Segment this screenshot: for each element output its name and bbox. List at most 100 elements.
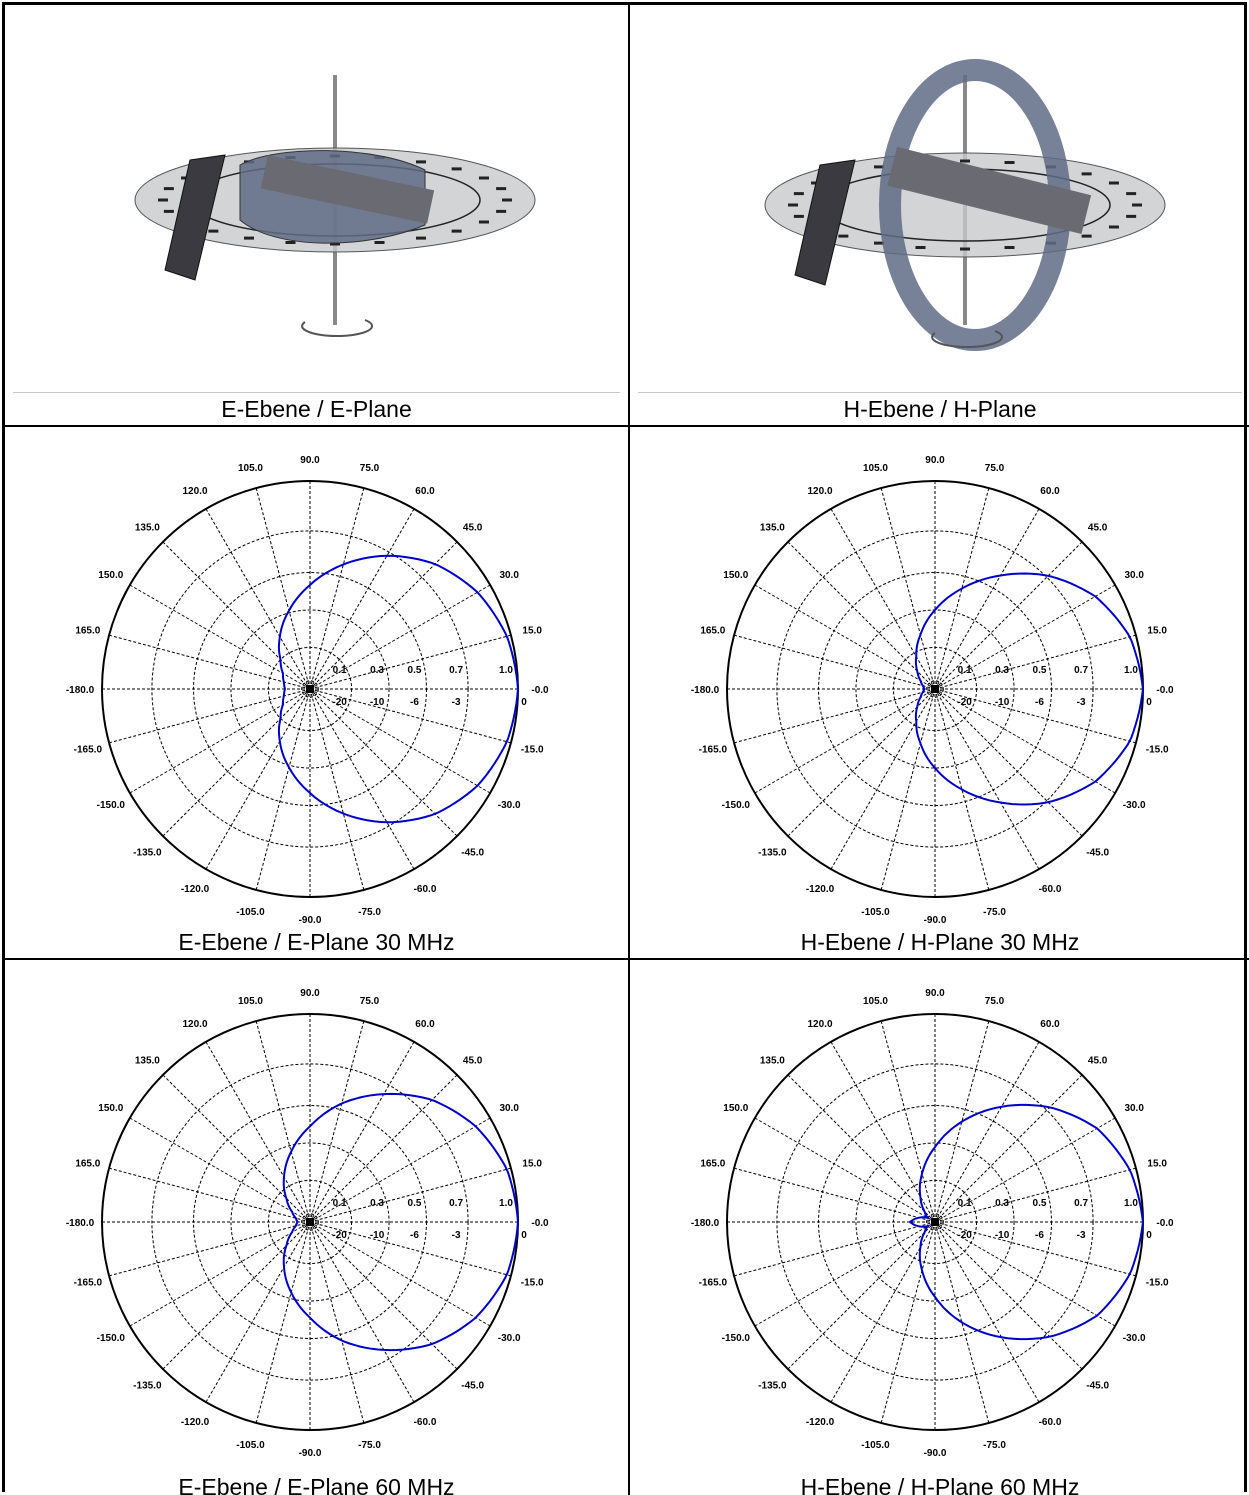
grid-spoke (129, 1221, 311, 1327)
antenna-body-icon (260, 155, 435, 224)
amplitude-label: 0.5 (1033, 1198, 1047, 1209)
angle-label: 135.0 (135, 1055, 160, 1066)
grid-ring (230, 609, 390, 769)
grid-spoke (934, 1221, 1083, 1370)
polar-grid (726, 1013, 1144, 1431)
amplitude-label: 0.5 (1033, 665, 1047, 676)
angle-label: -120.0 (806, 1417, 835, 1428)
angle-label: -90.0 (299, 915, 322, 926)
scale-mark (244, 236, 254, 240)
polar-grid (101, 1013, 519, 1431)
angle-label: 165.0 (75, 625, 100, 636)
angle-label: -150.0 (97, 1333, 126, 1344)
angle-label: -0.0 (531, 685, 549, 696)
angle-label: -45.0 (1086, 1381, 1109, 1392)
amplitude-label: 0.5 (408, 665, 422, 676)
angle-label: 165.0 (700, 1158, 725, 1169)
angle-label: 135.0 (760, 1055, 785, 1066)
scale-mark (915, 246, 926, 250)
grid-spoke (787, 541, 936, 690)
db-label: -3 (1077, 1230, 1086, 1241)
scale-mark (416, 160, 426, 164)
grid-spoke (309, 688, 415, 870)
center-marker (306, 1218, 314, 1226)
grid-spoke (830, 688, 936, 870)
angle-label: 120.0 (182, 486, 207, 497)
grid-ring (151, 1063, 469, 1381)
angle-label: -165.0 (699, 1278, 728, 1289)
polar-grid (726, 480, 1144, 898)
angle-label: 30.0 (499, 1103, 519, 1114)
db-label: 0 (1146, 1230, 1152, 1241)
angle-label: 45.0 (463, 1055, 483, 1066)
panel-caption: E-Ebene / E-Plane (221, 396, 412, 422)
grid-spoke (205, 508, 311, 690)
grid-spoke (787, 688, 936, 837)
angle-label: -120.0 (181, 1417, 210, 1428)
angle-label: -90.0 (924, 1448, 947, 1459)
angle-label: 60.0 (1040, 1019, 1060, 1030)
db-label: -20 (957, 697, 972, 708)
antenna-body-icon (887, 146, 1092, 235)
grid-spoke (733, 688, 936, 744)
grid-spoke (934, 508, 1040, 690)
angle-label: 60.0 (415, 486, 435, 497)
grid-spoke (880, 1020, 936, 1223)
angle-label: -135.0 (758, 1381, 787, 1392)
angle-label: -15.0 (521, 745, 544, 756)
scale-mark (1081, 234, 1092, 238)
angle-label: -180.0 (691, 1218, 720, 1229)
scale-mark (158, 198, 168, 202)
db-label: -3 (452, 1230, 461, 1241)
angle-label: 15.0 (522, 625, 542, 636)
db-label: -10 (995, 1230, 1010, 1241)
scale-mark (960, 247, 970, 251)
grid-spoke (787, 1221, 936, 1370)
scale-mark (478, 176, 489, 180)
angle-label: -45.0 (461, 1381, 484, 1392)
grid-spoke (205, 1041, 311, 1223)
pattern-curve (277, 554, 520, 824)
angle-label: 150.0 (723, 570, 748, 581)
grid-spoke (108, 1221, 311, 1277)
polar-chart-h-plane-60mhz: 90.0 75.0 60.0 45.0 30.0 15.0 -0.0 -15.0 -30.0 -4… (691, 988, 1174, 1459)
angle-label: -75.0 (358, 907, 381, 918)
angle-label: 15.0 (1147, 625, 1167, 636)
angle-label: 105.0 (863, 463, 888, 474)
angle-label: 90.0 (300, 455, 320, 466)
angle-label: -90.0 (299, 1448, 322, 1459)
angle-label: -105.0 (236, 1440, 265, 1451)
grid-spoke (934, 1041, 1040, 1223)
db-label: 0 (521, 697, 527, 708)
grid-spoke (934, 688, 1083, 837)
grid-ring (855, 1142, 1015, 1302)
grid-spoke (754, 584, 936, 690)
angle-label: -150.0 (722, 1333, 751, 1344)
amplitude-label: 0.3 (370, 1198, 384, 1209)
grid-spoke (108, 1167, 311, 1223)
grid-ring (776, 530, 1094, 848)
polar-chart-h-plane-30mhz: 90.0 75.0 60.0 45.0 30.0 15.0 -0.0 -15.0 -30.0 -4… (691, 455, 1174, 926)
angle-label: -165.0 (699, 745, 728, 756)
grid-spoke (309, 1221, 365, 1424)
angle-label: -30.0 (498, 1333, 521, 1344)
scale-mark (1132, 203, 1142, 207)
grid-spoke (309, 1020, 365, 1223)
grid-ring (230, 1142, 390, 1302)
amplitude-label: 0.7 (1074, 1198, 1088, 1209)
panel-caption: E-Ebene / E-Plane 60 MHz (178, 1474, 455, 1495)
angle-label: -0.0 (1156, 685, 1174, 696)
grid-spoke (733, 1167, 936, 1223)
scale-mark (163, 187, 174, 191)
angle-label: -105.0 (861, 1440, 890, 1451)
handle-icon (164, 154, 226, 281)
angle-label: -15.0 (1146, 745, 1169, 756)
angle-label: -150.0 (97, 800, 126, 811)
angle-label: 150.0 (98, 1103, 123, 1114)
db-label: -20 (332, 697, 347, 708)
grid-spoke (754, 688, 936, 794)
h-plane-antenna-illustration (764, 59, 1166, 351)
scale-mark (788, 203, 798, 207)
amplitude-label: 1.0 (499, 1198, 513, 1209)
polar-grid (101, 480, 519, 898)
